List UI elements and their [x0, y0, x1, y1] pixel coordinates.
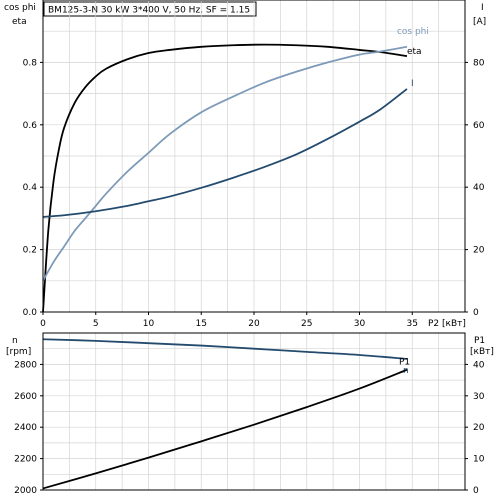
bottom-ylabel-right-2: [кВт] [470, 347, 494, 357]
top-ylabel-right-1: I [481, 3, 484, 13]
top-plot-grid [42, 0, 466, 313]
bottom-plot-series: nP1 [42, 338, 410, 490]
bottom-ylabel-left-2: [rpm] [6, 347, 31, 357]
top-series-eta-line [42, 43, 408, 313]
chart-title-box [43, 1, 257, 17]
top-ytick-left-label: 0.2 [23, 246, 37, 256]
bottom-ytick-left-label: 2800 [14, 360, 37, 370]
top-xtick-label: 5 [93, 319, 99, 329]
bottom-ylabel-left-1: n [12, 336, 18, 346]
top-xtick-label: 10 [143, 319, 155, 329]
bottom-plot-grid [42, 332, 466, 491]
top-ytick-right-label: 0 [473, 308, 479, 318]
bottom-plot-ticks: 2000 2200 2400 2600 2800 0 10 20 30 40 [14, 360, 485, 496]
top-series-cos-phi-label: cos phi [397, 27, 429, 37]
top-ytick-left-label: 0.4 [23, 183, 38, 193]
top-xtick-label: 30 [354, 319, 366, 329]
top-ytick-right-label: 60 [473, 121, 485, 131]
top-series-i-line [42, 88, 408, 218]
top-xtick-label: 15 [196, 319, 207, 329]
bottom-ytick-left-label: 2400 [14, 423, 37, 433]
top-ytick-right-label: 40 [473, 183, 485, 193]
top-xlabel: P2 [кВт] [428, 319, 466, 329]
bottom-ytick-left-label: 2000 [14, 486, 37, 496]
bottom-ytick-left-label: 2600 [14, 392, 37, 402]
top-plot-ticks: 0.0 0.2 0.4 0.6 0.8 0 20 40 60 80 0 5 10 15 20 25 30 35 [23, 58, 485, 329]
top-ytick-right-label: 80 [473, 58, 485, 68]
bottom-ylabel-right-1: P1 [474, 336, 485, 346]
top-ytick-left-label: 0.6 [23, 121, 38, 131]
bottom-ytick-right-label: 30 [473, 392, 485, 402]
bottom-series-p1-line [42, 368, 408, 490]
top-xtick-label: 25 [301, 319, 312, 329]
bottom-ytick-right-label: 10 [473, 455, 485, 465]
top-ytick-left-label: 0.0 [23, 308, 38, 318]
top-ylabel-right-2: [A] [473, 17, 486, 27]
bottom-series-n-line [42, 338, 408, 360]
bottom-plot-frame [42, 332, 466, 491]
top-ytick-right-label: 20 [473, 246, 485, 256]
top-plot-frame [42, 0, 466, 313]
chart-title: BM125-3-N 30 kW 3*400 V, 50 Hz, SF = 1.1… [48, 6, 250, 16]
bottom-ytick-right-label: 0 [473, 486, 479, 496]
top-xtick-label: 35 [407, 319, 418, 329]
top-ytick-left-label: 0.8 [23, 58, 38, 68]
bottom-series-p1-label: P1 [399, 358, 410, 368]
top-ylabel-left-2: eta [12, 17, 27, 27]
top-plot-series: eta cos phi I [42, 27, 429, 313]
bottom-ytick-right-label: 40 [473, 360, 485, 370]
top-xtick-label: 0 [40, 319, 46, 329]
top-ylabel-left-1: cos phi [4, 3, 36, 13]
top-series-cos-phi-line [42, 45, 408, 282]
bottom-ytick-left-label: 2200 [14, 455, 37, 465]
top-xtick-label: 20 [248, 319, 260, 329]
top-series-eta-label: eta [407, 47, 422, 57]
bottom-ytick-right-label: 20 [473, 423, 485, 433]
top-series-i-label: I [411, 79, 414, 89]
